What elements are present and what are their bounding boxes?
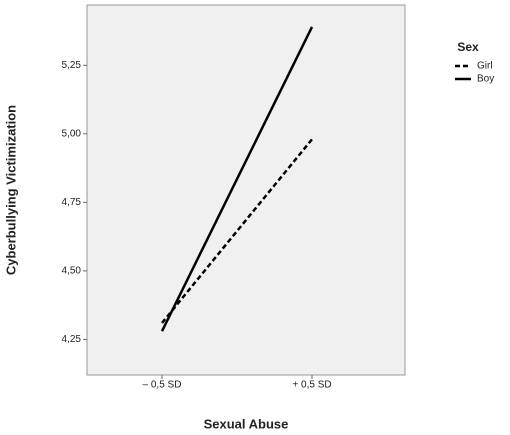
x-axis-title: Sexual Abuse: [204, 416, 289, 431]
y-axis-title: Cyberbullying Victimization: [3, 105, 18, 275]
x-tick-label: + 0,5 SD: [292, 380, 331, 391]
y-tick-label: 4,50: [62, 265, 82, 276]
y-tick-label: 4,25: [62, 334, 82, 345]
legend-label: Boy: [477, 74, 494, 85]
legend-label: Girl: [477, 61, 493, 72]
plot-area: [86, 4, 406, 376]
y-tick-label: 5,25: [62, 60, 82, 71]
legend-title: Sex: [457, 40, 479, 54]
y-tick-label: 4,75: [62, 197, 82, 208]
x-tick-label: – 0,5 SD: [143, 380, 182, 391]
y-tick-label: 5,00: [62, 128, 82, 139]
series-line: [160, 26, 314, 332]
